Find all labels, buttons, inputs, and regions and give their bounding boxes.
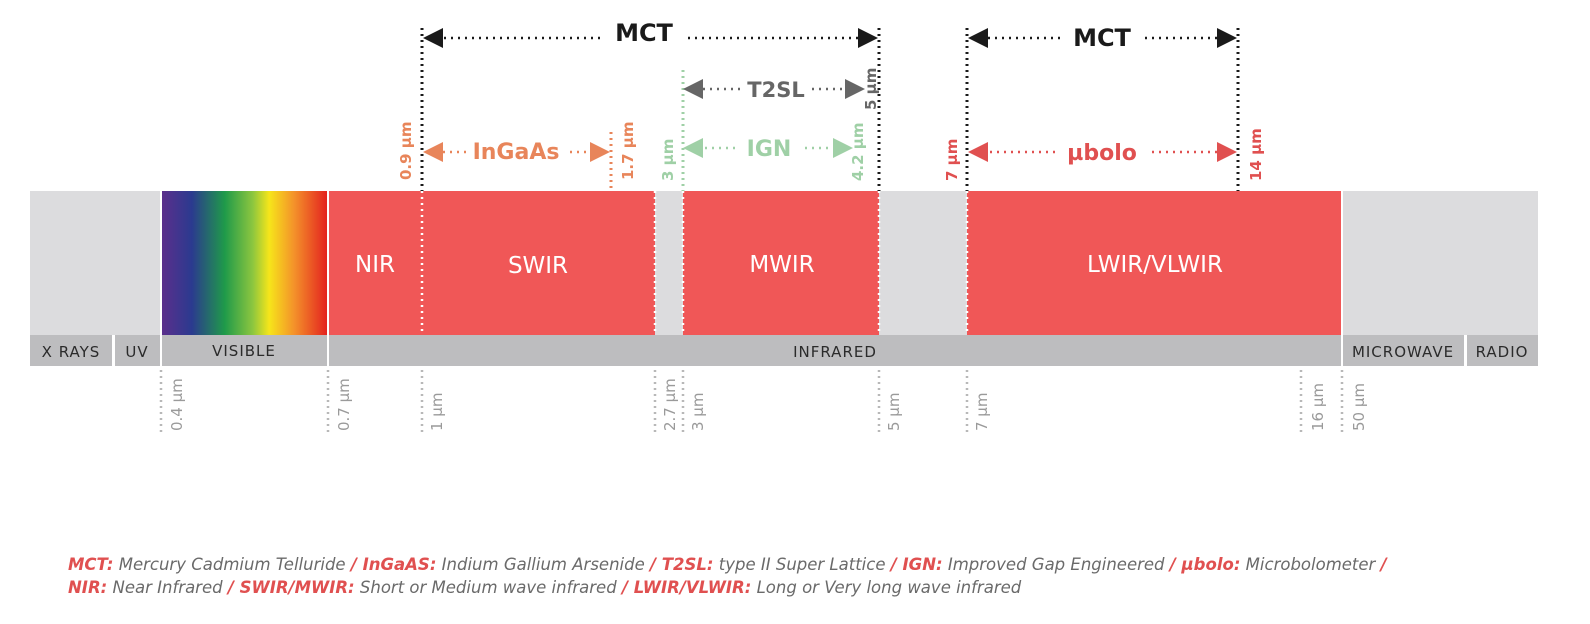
abbreviation-legend: MCT: Mercury Cadmium Telluride / InGaAS:… xyxy=(68,553,1548,599)
tick-label-1: 1 µm xyxy=(428,393,446,431)
band-microwave-radio-upper xyxy=(1343,191,1538,335)
t2sl-label: T2SL xyxy=(747,78,804,102)
label-radio: RADIO xyxy=(1476,343,1529,361)
tick-label-2_7: 2.7 µm xyxy=(661,378,679,431)
ingaas-start-label: 0.9 µm xyxy=(397,122,415,180)
t2sl-range: T2SL 5 µm xyxy=(683,68,880,110)
tick-label-3: 3 µm xyxy=(689,393,707,431)
label-nir: NIR xyxy=(355,252,395,278)
legend-desc-ingaas: Indium Gallium Arsenide xyxy=(441,555,645,574)
legend-abbr-t2sl: / T2SL: xyxy=(650,555,714,574)
gap-swir-mwir xyxy=(655,191,683,335)
label-microwave: MICROWAVE xyxy=(1352,343,1454,361)
mct1-label: MCT xyxy=(615,19,673,47)
base-radio xyxy=(1467,335,1538,366)
label-lwir: LWIR/VLWIR xyxy=(1087,252,1223,278)
ubolo-start-label: 7 µm xyxy=(943,139,961,181)
label-visible: VISIBLE xyxy=(212,342,276,360)
base-microwave xyxy=(1343,335,1464,366)
ubolo-label: µbolo xyxy=(1067,141,1137,166)
ingaas-label: InGaAs xyxy=(473,140,560,165)
t2sl-end-label: 5 µm xyxy=(862,68,880,110)
mct-range-1: MCT xyxy=(423,19,878,48)
label-uv: UV xyxy=(125,343,148,361)
label-infrared: INFRARED xyxy=(793,343,877,361)
tick-label-5: 5 µm xyxy=(885,393,903,431)
tick-label-7: 7 µm xyxy=(973,393,991,431)
mct2-label: MCT xyxy=(1073,24,1131,52)
spectrum-diagram: X RAYS UV VISIBLE INFRARED MICROWAVE RAD… xyxy=(30,19,1538,432)
band-nir-swir xyxy=(329,191,655,335)
gap-mwir-lwir xyxy=(879,191,967,335)
legend-desc-mct: Mercury Cadmium Telluride xyxy=(118,555,346,574)
band-mwir xyxy=(683,191,879,335)
legend-desc-swir-mwir: Short or Medium wave infrared xyxy=(359,578,617,597)
legend-line-2: NIR: Near Infrared / SWIR/MWIR: Short or… xyxy=(68,576,1548,599)
label-mwir: MWIR xyxy=(749,252,814,278)
label-swir: SWIR xyxy=(508,253,568,279)
ingaas-range: InGaAs 0.9 µm 1.7 µm xyxy=(397,122,637,180)
ign-start-label: 3 µm xyxy=(659,139,677,181)
ign-end-label: 4.2 µm xyxy=(849,123,867,181)
legend-abbr-nir: NIR: xyxy=(68,578,108,597)
legend-abbr-ign: / IGN: xyxy=(890,555,943,574)
ubolo-end-label: 14 µm xyxy=(1247,128,1265,181)
visible-rainbow xyxy=(162,191,327,335)
legend-abbr-mct: MCT: xyxy=(68,555,114,574)
tick-label-16: 16 µm xyxy=(1309,383,1327,431)
legend-line-1: MCT: Mercury Cadmium Telluride / InGaAS:… xyxy=(68,553,1548,576)
legend-abbr-lwir: / LWIR/VLWIR: xyxy=(621,578,752,597)
legend-desc-lwir: Long or Very long wave infrared xyxy=(756,578,1022,597)
label-xrays: X RAYS xyxy=(42,343,101,361)
ign-label: IGN xyxy=(747,137,792,162)
base-uv xyxy=(115,335,160,366)
legend-desc-nir: Near Infrared xyxy=(112,578,223,597)
legend-desc-t2sl: type II Super Lattice xyxy=(718,555,886,574)
legend-desc-ubolo: Microbolometer xyxy=(1245,555,1376,574)
mct-range-2: MCT xyxy=(968,24,1237,52)
base-visible xyxy=(162,335,327,366)
legend-abbr-ingaas: / InGaAS: xyxy=(350,555,437,574)
legend-abbr-swir-mwir: / SWIR/MWIR: xyxy=(227,578,355,597)
band-lwir xyxy=(967,191,1341,335)
tick-label-0_7: 0.7 µm xyxy=(335,378,353,431)
ingaas-end-label: 1.7 µm xyxy=(619,122,637,180)
ign-range: IGN 3 µm 4.2 µm xyxy=(659,123,867,181)
legend-trailing-slash: / xyxy=(1380,555,1387,574)
tick-label-50: 50 µm xyxy=(1350,383,1368,431)
band-xrays-uv-upper xyxy=(30,191,160,335)
legend-desc-ign: Improved Gap Engineered xyxy=(947,555,1165,574)
base-infrared xyxy=(329,335,1341,366)
ubolo-range: µbolo 7 µm 14 µm xyxy=(943,128,1265,181)
base-xrays xyxy=(30,335,112,366)
legend-abbr-ubolo: / µbolo: xyxy=(1169,555,1241,574)
tick-label-0_4: 0.4 µm xyxy=(168,378,186,431)
